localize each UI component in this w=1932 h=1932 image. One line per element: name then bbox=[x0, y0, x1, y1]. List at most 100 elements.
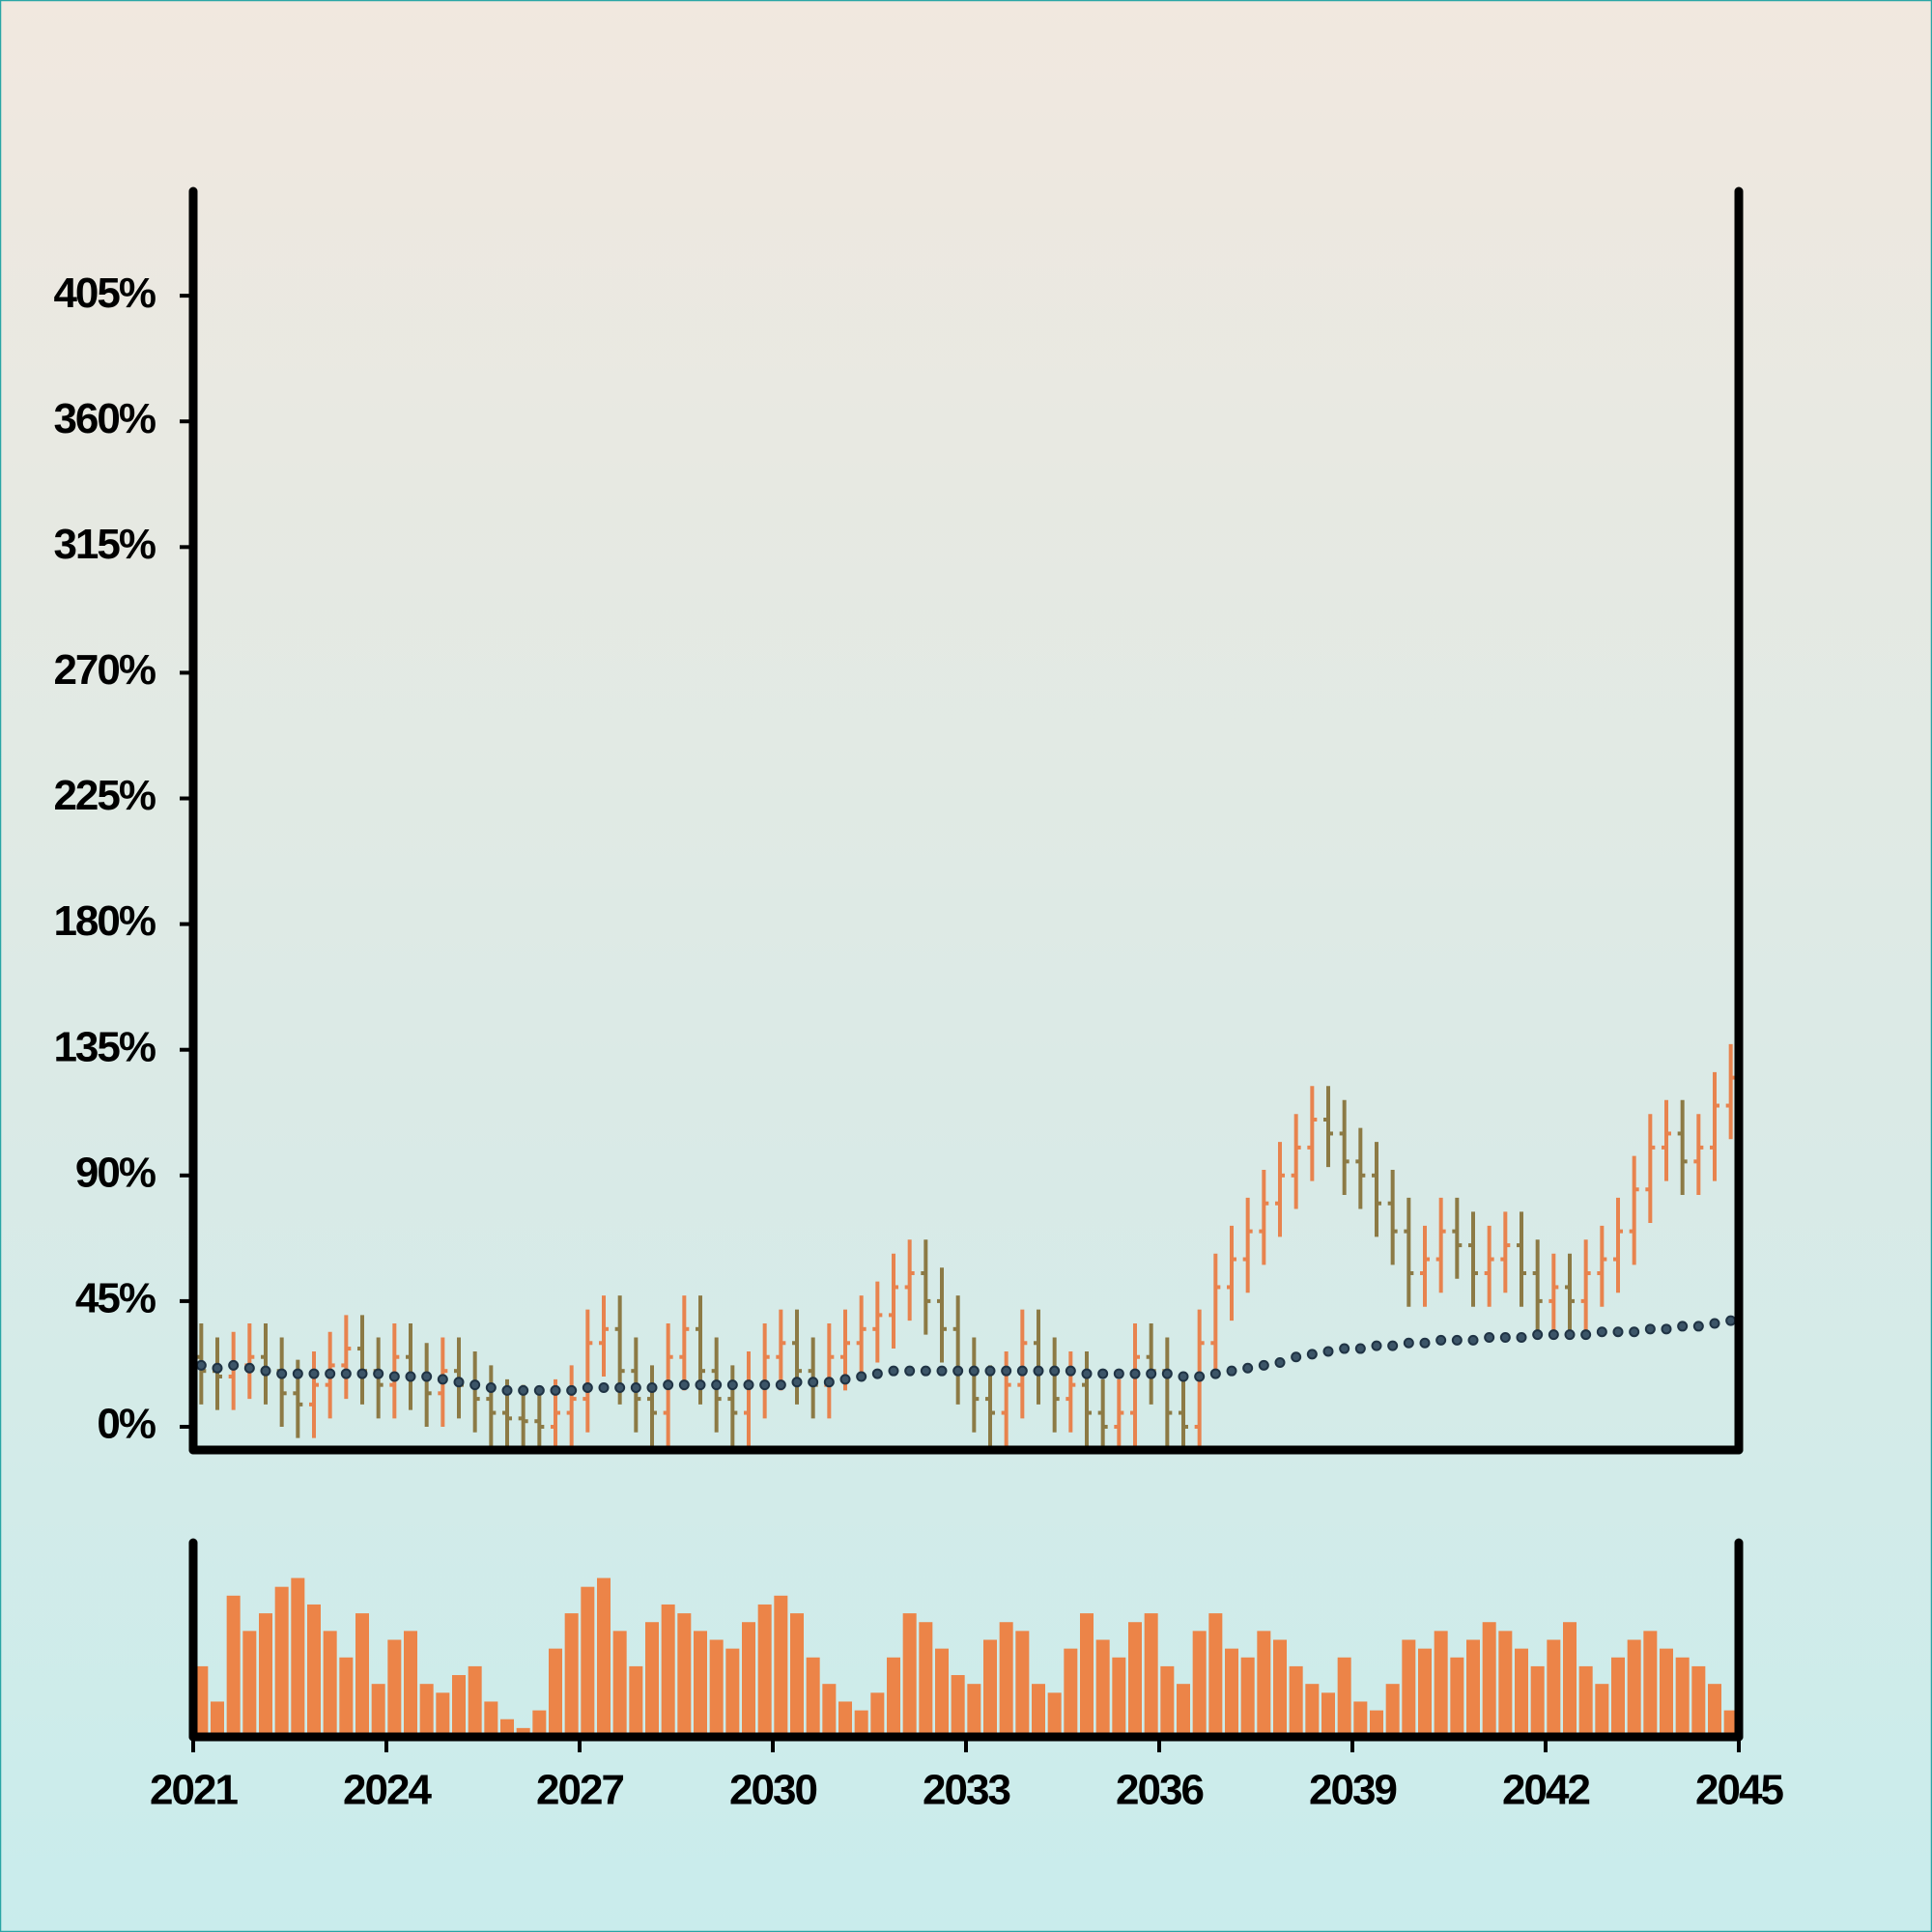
y-tick-label: 315% bbox=[53, 521, 155, 568]
volume-bar bbox=[774, 1595, 788, 1737]
volume-bar bbox=[194, 1665, 209, 1737]
moving-average-point bbox=[1387, 1340, 1399, 1351]
ohlc-bar bbox=[518, 1384, 528, 1450]
ohlc-bar bbox=[1677, 1099, 1688, 1196]
moving-average-point bbox=[1065, 1365, 1076, 1377]
volume-bar bbox=[1337, 1657, 1351, 1737]
x-tick-label: 2033 bbox=[923, 1767, 1009, 1814]
volume-bar bbox=[1112, 1657, 1126, 1737]
volume-bar bbox=[242, 1631, 257, 1737]
ohlc-bar bbox=[1355, 1127, 1366, 1209]
moving-average-point bbox=[1580, 1329, 1592, 1341]
ohlc-bar bbox=[889, 1253, 898, 1350]
volume-bar bbox=[1691, 1665, 1706, 1737]
x-tick-label: 2039 bbox=[1309, 1767, 1396, 1814]
volume-bar bbox=[1305, 1684, 1320, 1737]
volume-bar bbox=[259, 1613, 272, 1737]
ohlc-bar bbox=[309, 1350, 319, 1438]
moving-average-point bbox=[1194, 1371, 1206, 1382]
volume-bar bbox=[694, 1631, 707, 1737]
ohlc-bar bbox=[856, 1295, 867, 1377]
volume-bar bbox=[1418, 1648, 1432, 1737]
moving-average-point bbox=[1677, 1321, 1689, 1332]
moving-average-point bbox=[839, 1374, 851, 1385]
ohlc-bar bbox=[1017, 1309, 1028, 1419]
moving-average-point bbox=[871, 1368, 883, 1379]
volume-bar bbox=[1466, 1639, 1480, 1737]
moving-average-point bbox=[823, 1377, 835, 1388]
ohlc-bar bbox=[1597, 1225, 1607, 1307]
volume-bar bbox=[951, 1675, 965, 1737]
volume-bar bbox=[371, 1684, 385, 1737]
y-tick-label: 0% bbox=[97, 1401, 155, 1448]
volume-bar bbox=[790, 1613, 804, 1737]
axes: 0% 45% 90% 135% 180% 225% 270% 315% 360% 405% 2021… bbox=[53, 186, 1785, 1814]
moving-average-point bbox=[501, 1384, 513, 1396]
ohlc-bar bbox=[582, 1309, 593, 1433]
moving-average-point bbox=[695, 1379, 706, 1391]
moving-average-point bbox=[1692, 1321, 1704, 1332]
volume-bar bbox=[1402, 1639, 1416, 1737]
volume-bar bbox=[854, 1710, 868, 1737]
volume-bar bbox=[387, 1639, 402, 1737]
volume-bar bbox=[709, 1639, 724, 1737]
moving-average-point bbox=[453, 1377, 465, 1388]
moving-average-point bbox=[759, 1379, 771, 1391]
ohlc-bar bbox=[1404, 1197, 1414, 1307]
volume-bar bbox=[468, 1665, 482, 1737]
ohlc-bar bbox=[1565, 1253, 1575, 1335]
volume-bar bbox=[1627, 1639, 1641, 1737]
volume-bar bbox=[1370, 1710, 1383, 1737]
volume-bar bbox=[452, 1675, 466, 1737]
volume-bar bbox=[629, 1665, 643, 1737]
volume-bar bbox=[757, 1604, 772, 1737]
moving-average-point bbox=[1242, 1362, 1254, 1374]
ohlc-bar bbox=[872, 1281, 883, 1363]
volume-bar bbox=[1675, 1657, 1690, 1737]
volume-bar bbox=[806, 1657, 820, 1737]
volume-bar bbox=[564, 1613, 579, 1737]
moving-average-point bbox=[195, 1359, 207, 1371]
volume-bar bbox=[1385, 1684, 1400, 1737]
volume-bar bbox=[1273, 1639, 1287, 1737]
moving-average-point bbox=[1339, 1343, 1350, 1354]
volume-bar bbox=[919, 1622, 933, 1737]
moving-average-point bbox=[1291, 1351, 1302, 1363]
ohlc-bar bbox=[1435, 1197, 1446, 1293]
moving-average-point bbox=[1371, 1340, 1382, 1351]
moving-average-point bbox=[968, 1365, 980, 1377]
volume-bar bbox=[1547, 1639, 1561, 1737]
x-tick-label: 2030 bbox=[729, 1767, 816, 1814]
moving-average-point bbox=[1033, 1365, 1044, 1377]
moving-average-point bbox=[1644, 1323, 1656, 1335]
moving-average-point bbox=[1725, 1315, 1737, 1326]
moving-average-point bbox=[469, 1379, 481, 1391]
volume-bar bbox=[1660, 1648, 1673, 1737]
moving-average-point bbox=[1548, 1329, 1559, 1341]
moving-average-point bbox=[1435, 1334, 1447, 1346]
moving-average-point bbox=[1258, 1359, 1269, 1371]
volume-bar bbox=[1434, 1631, 1448, 1737]
volume-bar bbox=[226, 1595, 241, 1737]
volume-bar bbox=[274, 1586, 289, 1737]
ohlc-bar bbox=[1645, 1114, 1656, 1223]
volume-bar bbox=[838, 1701, 852, 1737]
moving-average-point bbox=[212, 1362, 223, 1374]
moving-average-point bbox=[775, 1379, 786, 1391]
volume-bar bbox=[1578, 1665, 1593, 1737]
volume-bar bbox=[500, 1719, 514, 1737]
moving-average-point bbox=[437, 1374, 448, 1385]
volume-bar bbox=[323, 1631, 337, 1737]
ohlc-bar bbox=[985, 1365, 995, 1447]
volume-bar bbox=[1708, 1684, 1721, 1737]
moving-average-point bbox=[518, 1384, 529, 1396]
volume-bar bbox=[532, 1710, 547, 1737]
volume-bar bbox=[1515, 1648, 1528, 1737]
moving-average-point bbox=[1403, 1337, 1414, 1349]
ohlc-bar bbox=[1580, 1239, 1591, 1335]
moving-average-point bbox=[260, 1365, 271, 1377]
moving-average-point bbox=[1612, 1326, 1624, 1338]
moving-average-point bbox=[1467, 1334, 1479, 1346]
volume-bar bbox=[1289, 1665, 1303, 1737]
